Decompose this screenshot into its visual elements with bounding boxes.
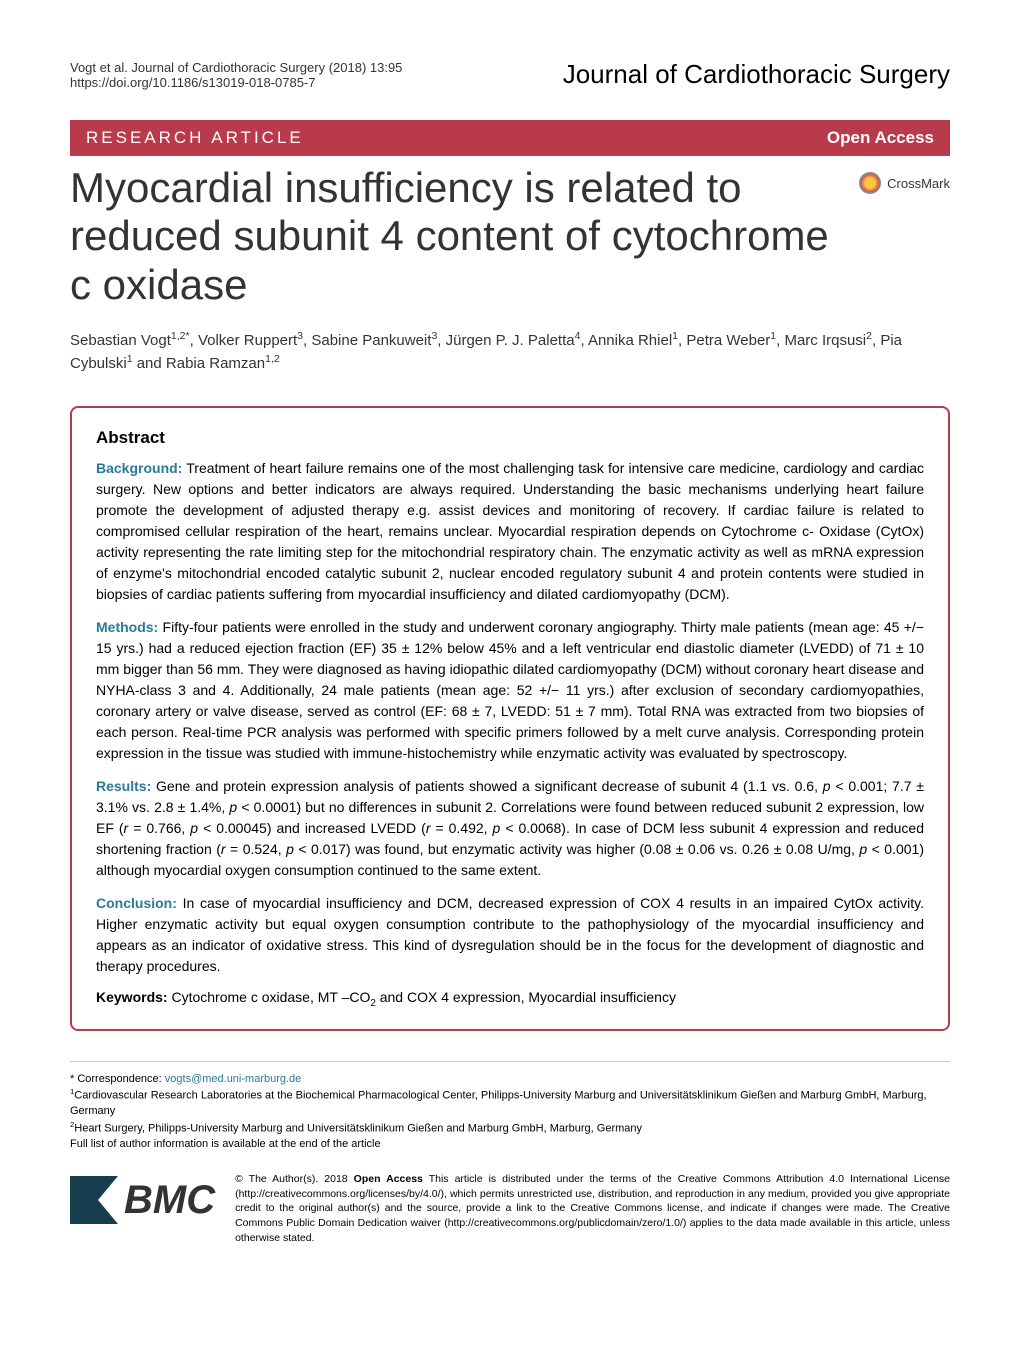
crossmark-label: CrossMark (887, 176, 950, 191)
abstract-methods: Methods: Fifty-four patients were enroll… (96, 617, 924, 764)
header-row: Vogt et al. Journal of Cardiothoracic Su… (70, 60, 950, 90)
bmc-logo: BMC (70, 1172, 215, 1228)
results-text: Gene and protein expression analysis of … (96, 778, 924, 878)
keywords: Keywords: Cytochrome c oxidase, MT –CO2 … (96, 989, 924, 1009)
methods-label: Methods: (96, 619, 158, 635)
journal-name: Journal of Cardiothoracic Surgery (563, 60, 950, 89)
open-access-label: Open Access (827, 128, 934, 148)
license-text: © The Author(s). 2018 Open Access This a… (235, 1172, 950, 1245)
authors: Sebastian Vogt1,2*, Volker Ruppert3, Sab… (70, 329, 950, 376)
doi-link[interactable]: https://doi.org/10.1186/s13019-018-0785-… (70, 75, 402, 90)
abstract-heading: Abstract (96, 428, 924, 448)
article-type: RESEARCH ARTICLE (86, 128, 304, 148)
article-title: Myocardial insufficiency is related to r… (70, 164, 839, 309)
affiliation-1: 1Cardiovascular Research Laboratories at… (70, 1087, 950, 1119)
abstract-conclusion: Conclusion: In case of myocardial insuff… (96, 893, 924, 977)
background-label: Background: (96, 460, 182, 476)
correspondence-line: * Correspondence: vogts@med.uni-marburg.… (70, 1072, 950, 1087)
results-label: Results: (96, 778, 151, 794)
crossmark-badge[interactable]: CrossMark (859, 172, 950, 194)
citation: Vogt et al. Journal of Cardiothoracic Su… (70, 60, 402, 75)
affiliation-2: 2Heart Surgery, Philipps-University Marb… (70, 1120, 950, 1137)
abstract-results: Results: Gene and protein expression ana… (96, 776, 924, 881)
keywords-text: Cytochrome c oxidase, MT –CO2 and COX 4 … (171, 989, 675, 1005)
background-text: Treatment of heart failure remains one o… (96, 460, 924, 602)
footer-row: BMC © The Author(s). 2018 Open Access Th… (70, 1172, 950, 1245)
bmc-logo-icon (70, 1176, 118, 1224)
correspondence-email[interactable]: vogts@med.uni-marburg.de (165, 1073, 302, 1085)
article-type-bar: RESEARCH ARTICLE Open Access (70, 120, 950, 156)
title-row: Myocardial insufficiency is related to r… (70, 164, 950, 329)
header-left: Vogt et al. Journal of Cardiothoracic Su… (70, 60, 402, 90)
conclusion-text: In case of myocardial insufficiency and … (96, 895, 924, 974)
crossmark-icon (859, 172, 881, 194)
footer: * Correspondence: vogts@med.uni-marburg.… (70, 1061, 950, 1246)
bmc-logo-text: BMC (124, 1172, 215, 1228)
conclusion-label: Conclusion: (96, 895, 177, 911)
keywords-label: Keywords: (96, 989, 168, 1005)
page: Vogt et al. Journal of Cardiothoracic Su… (0, 0, 1020, 1285)
abstract-background: Background: Treatment of heart failure r… (96, 458, 924, 605)
abstract-box: Abstract Background: Treatment of heart … (70, 406, 950, 1031)
full-author-list-note: Full list of author information is avail… (70, 1137, 950, 1152)
correspondence-label: * Correspondence: (70, 1073, 165, 1085)
methods-text: Fifty-four patients were enrolled in the… (96, 619, 924, 761)
